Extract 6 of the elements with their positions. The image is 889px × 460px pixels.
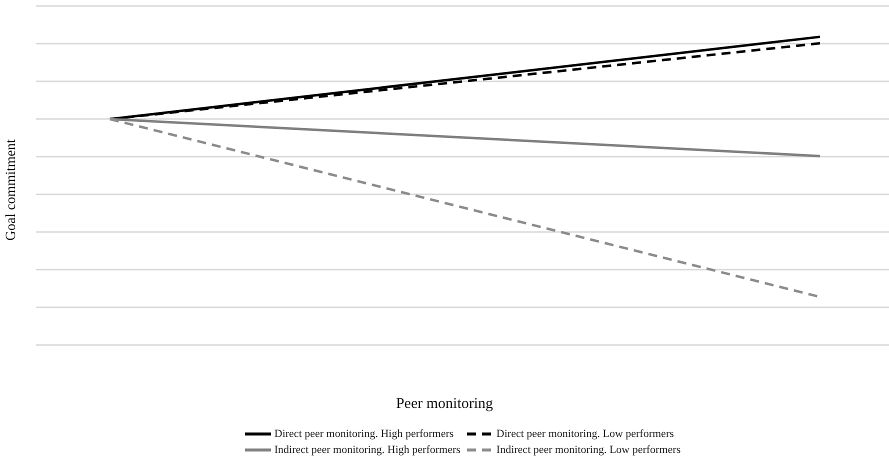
legend-label: Indirect peer monitoring. Low performers [496,444,681,456]
legend-label: Direct peer monitoring. High performers [274,428,454,440]
x-axis-title: Peer monitoring [394,396,494,413]
y-axis-title: Goal commitment [4,139,20,241]
legend-label: Indirect peer monitoring. High performers [274,444,460,456]
legend-label: Direct peer monitoring. Low performers [496,428,674,440]
